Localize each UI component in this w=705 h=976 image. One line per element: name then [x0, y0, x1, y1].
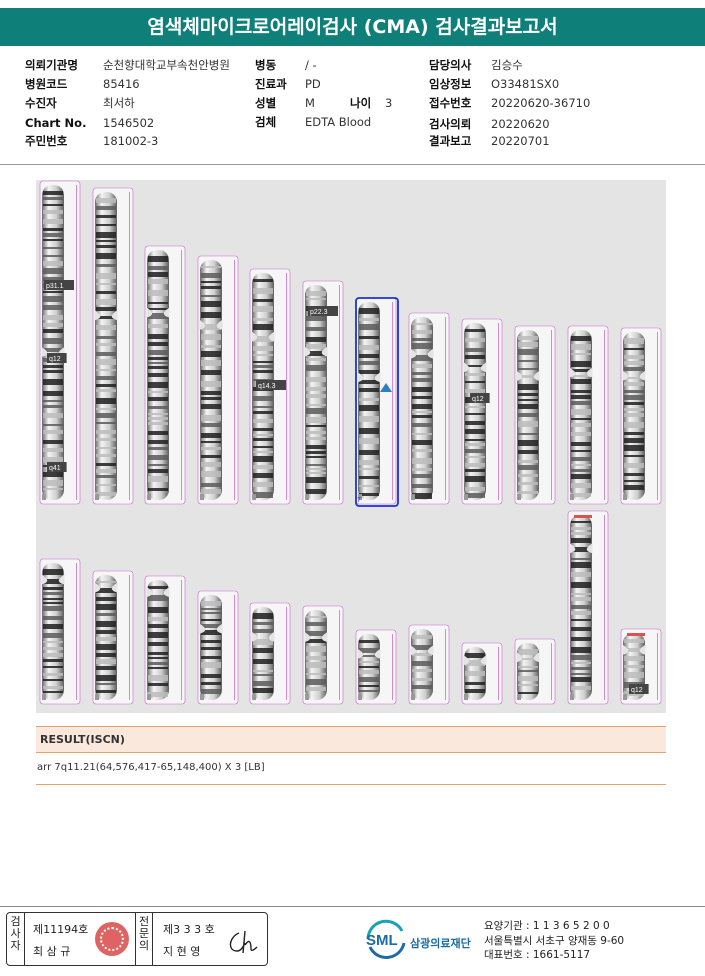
- chromosome: [355, 297, 397, 505]
- sml-logo-text: SML: [366, 932, 398, 949]
- report-date-value: 20220701: [491, 134, 550, 148]
- chromosome: [144, 245, 186, 505]
- chromosome: [408, 624, 450, 705]
- org-name: 삼광의료재단: [410, 937, 471, 950]
- chromosome: [355, 629, 397, 705]
- chromosome: [302, 280, 344, 505]
- department-label: 진료과: [255, 77, 287, 91]
- band-label-bg: [308, 306, 338, 316]
- chromosome: [620, 327, 662, 505]
- band-label-bg: [470, 393, 490, 403]
- selected-chromosome-number: 7: [357, 497, 361, 504]
- ward-value: / -: [305, 58, 317, 72]
- request-date-value: 20220620: [491, 117, 550, 131]
- band-label-chr5-q14: q14.3: [258, 383, 276, 390]
- band-label-bg: [629, 684, 649, 694]
- physician-name: 지 현 영: [163, 945, 201, 958]
- chromosome: [39, 180, 81, 505]
- doctor-value: 김승수: [491, 58, 523, 72]
- chromosome: [461, 318, 503, 505]
- result-iscn: arr 7q11.21(64,576,417-65,148,400) X 3 […: [37, 762, 265, 773]
- hospital-code-label: 병원코드: [25, 77, 68, 91]
- org-address: 서울특별시 서초구 양재동 9-60: [484, 934, 625, 947]
- receipt-no-label: 접수번호: [429, 96, 472, 110]
- karyogram-panel: p31.1 q12 q41 q14.3 p22.3 q12 q12 7: [36, 180, 666, 713]
- chromosome: [144, 575, 186, 705]
- clinical-info-value: O33481SX0: [491, 77, 560, 91]
- band-label-chr1-p31: p31.1: [46, 283, 64, 290]
- resident-no-value: 181002-3: [103, 134, 159, 148]
- physician-label: 전문의: [135, 913, 153, 965]
- selected-chromosome-highlight[interactable]: [355, 297, 399, 507]
- request-date-label: 검사의뢰: [429, 117, 472, 131]
- hospital-code-value: 85416: [103, 77, 140, 91]
- inspector-label: 검사자: [7, 913, 25, 965]
- chromosome: [461, 642, 503, 705]
- org-code: 요양기관 : 1 1 3 6 5 2 0 0: [484, 920, 610, 932]
- band-label-chr9-q12: q12: [472, 396, 484, 403]
- report-date-label: 결과보고: [429, 134, 472, 148]
- doctor-label: 담당의사: [429, 58, 472, 72]
- sex-label: 성별: [255, 96, 277, 110]
- band-label-bg: [44, 280, 74, 290]
- institution-label: 의뢰기관명: [25, 58, 78, 72]
- red-cap-marker: [574, 515, 592, 518]
- chromosome: [567, 510, 609, 705]
- department-value: PD: [305, 77, 321, 91]
- ward-label: 병동: [255, 58, 277, 72]
- karyogram-figure: p31.1 q12 q41 q14.3 p22.3 q12 q12 7: [39, 180, 662, 705]
- resident-no-label: 주민번호: [25, 134, 68, 148]
- band-label-bg: [47, 462, 67, 472]
- chromosome: [92, 570, 134, 705]
- chromosome: [197, 590, 239, 705]
- header-divider: [0, 164, 705, 165]
- band-label-chr6-p22: p22.3: [310, 309, 328, 316]
- chromosome: [197, 255, 239, 505]
- inspector-seal: [95, 922, 129, 956]
- inspector-license: 제11194호: [33, 923, 89, 936]
- org-phone: 대표번호 : 1661-5117: [484, 949, 591, 961]
- result-divider: [36, 784, 666, 785]
- chromosome: [39, 558, 81, 705]
- physician-license: 제3 3 3 호: [163, 923, 215, 936]
- specimen-value: EDTA Blood: [305, 115, 372, 129]
- sml-logo-icon: SML: [366, 919, 406, 959]
- chromosome: [302, 605, 344, 705]
- chromosome: [408, 312, 450, 505]
- chart-no-label: Chart No.: [25, 116, 87, 130]
- chromosome: [514, 638, 556, 705]
- band-label-chry-q12: q12: [631, 687, 643, 694]
- institution-value: 순천향대학교부속천안병원: [103, 58, 230, 72]
- chromosome: [567, 325, 609, 505]
- sex-value: M: [305, 96, 315, 110]
- specimen-label: 검체: [255, 115, 277, 129]
- chromosome: [249, 602, 291, 705]
- report-title: 염색체마이크로어레이검사 (CMA) 검사결과보고서: [0, 8, 705, 46]
- age-label: 나이: [350, 96, 372, 110]
- chromosome: [514, 325, 556, 505]
- footer-divider: [0, 906, 705, 907]
- signature-box: 검사자 제11194호 최 삼 규 전문의 제3 3 3 호 지 현 영: [6, 912, 268, 966]
- org-address-block: 요양기관 : 1 1 3 6 5 2 0 0 서울특별시 서초구 양재동 9-6…: [484, 919, 624, 963]
- gain-marker-icon: [380, 383, 392, 392]
- band-label-chr1-q12: q12: [49, 356, 61, 363]
- band-label-bg: [47, 353, 67, 363]
- band-label-chr1-q41: q41: [49, 465, 61, 472]
- chromosome: [620, 628, 662, 705]
- receipt-no-value: 20220620-36710: [491, 96, 591, 110]
- chart-no-value: 1546502: [103, 116, 155, 130]
- inspector-name: 최 삼 규: [33, 945, 71, 958]
- clinical-info-label: 임상정보: [429, 77, 472, 91]
- red-cap-marker: [627, 633, 645, 636]
- result-header: RESULT(ISCN): [36, 726, 666, 753]
- band-label-bg: [256, 380, 286, 390]
- physician-signature: [229, 930, 258, 954]
- age-value: 3: [385, 96, 393, 110]
- examinee-value: 최서하: [103, 96, 135, 110]
- chromosome: [92, 187, 134, 505]
- examinee-label: 수진자: [25, 96, 57, 110]
